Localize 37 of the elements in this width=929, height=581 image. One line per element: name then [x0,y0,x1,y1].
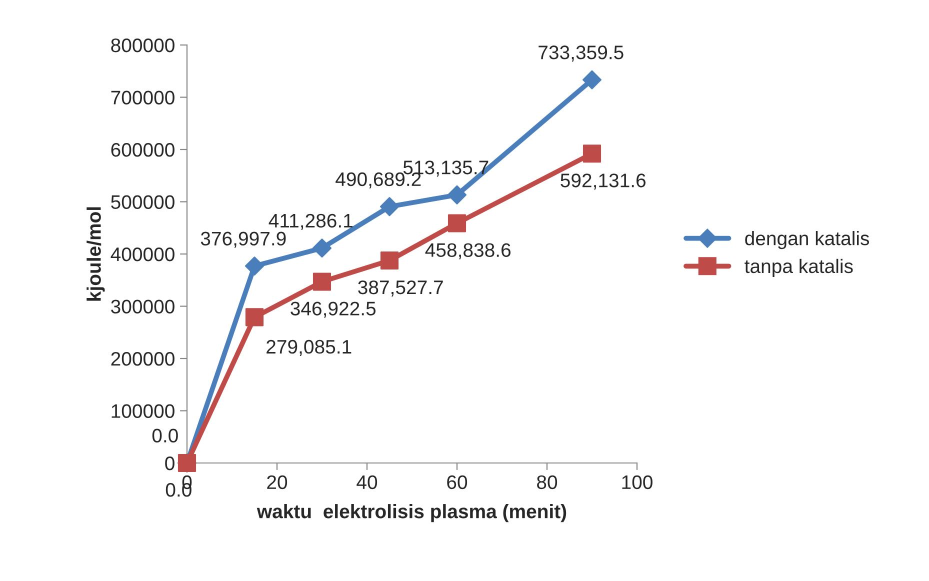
point [447,185,467,204]
y-axis-title: kjoule/mol [86,207,105,301]
y-tick-label: 100000 [112,404,174,418]
y-tick-label: 600000 [111,142,174,157]
data-label: 346,922.5 [290,302,376,318]
point [380,251,399,270]
y-tick-label: 500000 [111,195,174,209]
y-tick-label: 700000 [111,90,174,104]
data-label: 387,527.7 [358,280,443,297]
data-label: 592,131.6 [560,174,646,190]
point [245,308,264,326]
x-tick-label: 20 [267,475,288,490]
point [380,197,400,216]
x-tick-label: 80 [537,475,558,490]
data-label: 733,359.5 [538,46,624,62]
x-tick-label: 100 [622,475,652,490]
x-tick-label: 60 [447,475,468,490]
point [244,256,264,276]
y-tick-label: 200000 [111,352,174,366]
point [312,238,332,258]
data-label: 279,085.1 [266,340,352,356]
y-tick-label: 0 [165,456,174,470]
x-axis-title: waktu elektrolisis plasma (menit) [256,504,566,522]
data-label: 411,286.1 [268,214,352,230]
legend-label: dengan katalis [745,231,870,250]
data-label: 458,838.6 [425,243,511,260]
point [582,144,602,163]
point [448,214,466,232]
legend-label: tanpa katalis [744,258,853,277]
y-tick-label: 800000 [111,38,174,52]
data-label: 0.0 [152,428,178,442]
data-label: 376,997.9 [200,232,286,248]
point [312,272,332,291]
point [582,70,602,90]
y-tick-label: 400000 [110,247,174,262]
x-tick-label: 40 [356,475,378,490]
y-tick-label: 300000 [111,300,174,314]
